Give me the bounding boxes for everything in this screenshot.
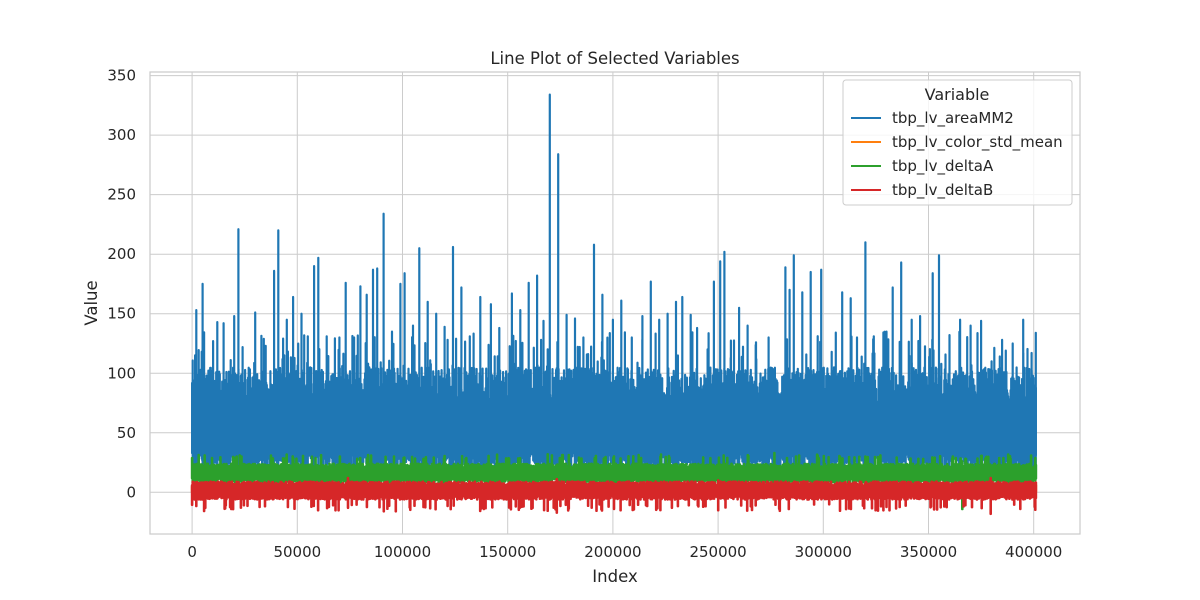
y-tick-label: 250: [107, 186, 136, 204]
series-layer: [190, 93, 1038, 516]
legend-label: tbp_lv_color_std_mean: [892, 133, 1063, 152]
y-tick-label: 300: [107, 126, 136, 144]
y-tick-label: 100: [107, 364, 136, 382]
legend-label: tbp_lv_areaMM2: [892, 109, 1014, 128]
legend-title: Variable: [925, 85, 990, 104]
y-tick-labels: 0 50 100 150 200 250 300 350: [107, 67, 136, 502]
x-tick-labels: 0 50000 100000 150000 200000 250000 300000 3500…: [187, 543, 1062, 561]
y-tick-label: 50: [117, 424, 136, 442]
y-tick-label: 200: [107, 245, 136, 263]
legend: Variable tbp_lv_areaMM2 tbp_lv_color_std_…: [842, 79, 1073, 206]
series-line-tbp-lv-deltaA: [190, 451, 1038, 511]
plot-frame: [149, 71, 1081, 535]
x-tick-label: 100000: [374, 543, 431, 561]
x-tick-label: 400000: [1005, 543, 1062, 561]
x-tick-label: 0: [187, 543, 197, 561]
x-tick-label: 150000: [479, 543, 536, 561]
series-line-tbp-lv-deltaB: [190, 476, 1038, 516]
legend-box: [842, 79, 1073, 206]
y-tick-label: 350: [107, 67, 136, 85]
x-tick-label: 300000: [795, 543, 852, 561]
chart-title: Line Plot of Selected Variables: [490, 49, 739, 68]
series-line-tbp-lv-areaMM2: [191, 93, 1037, 470]
legend-label: tbp_lv_deltaB: [892, 181, 993, 200]
x-axis-label: Index: [592, 567, 638, 586]
y-tick-label: 150: [107, 305, 136, 323]
legend-items: tbp_lv_areaMM2 tbp_lv_color_std_mean tbp_l…: [851, 109, 1063, 200]
legend-label: tbp_lv_deltaA: [892, 157, 994, 176]
x-tick-label: 50000: [273, 543, 321, 561]
y-axis-label: Value: [82, 280, 101, 325]
x-tick-label: 200000: [584, 543, 641, 561]
y-tick-label: 0: [126, 483, 136, 501]
x-tick-label: 250000: [689, 543, 746, 561]
x-tick-label: 350000: [900, 543, 957, 561]
